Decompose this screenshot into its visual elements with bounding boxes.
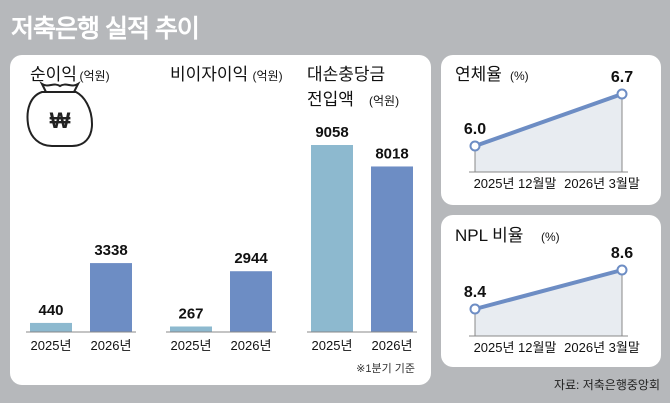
x-tick-label: 2026년 (91, 338, 132, 353)
bar-value-label: 440 (38, 302, 63, 319)
series-line (474, 92, 623, 148)
x-tick-label: 2025년 12월말 (474, 340, 557, 355)
source-note: 자료: 저축은행중앙회 (553, 378, 660, 392)
data-label: 8.4 (464, 284, 486, 301)
chart-title: NPL 비율 (455, 226, 523, 245)
x-tick-label: 2025년 (312, 338, 353, 353)
chart-unit: (%) (510, 69, 529, 83)
x-tick-label: 2026년 3월말 (564, 176, 640, 191)
bar-2026 (230, 271, 272, 332)
x-tick-label: 2026년 (231, 338, 272, 353)
data-point (616, 264, 628, 276)
bar-value-label: 3338 (94, 242, 127, 259)
money-bag-icon: ₩ (26, 81, 94, 147)
line-area (475, 94, 622, 172)
page-title: 저축은행 실적 추이 (11, 15, 200, 43)
chart-title: 비이자이익 (170, 65, 248, 84)
chart-title: 대손충당금 (307, 65, 385, 84)
bar-value-label: 8018 (375, 145, 408, 162)
bar-2025 (170, 326, 212, 332)
x-tick-label: 2026년 3월말 (564, 340, 640, 355)
bar-value-label: 2944 (234, 250, 268, 267)
footnote: ※1분기 기준 (356, 362, 415, 375)
data-label: 6.0 (464, 121, 486, 138)
chart-unit: (억원) (253, 69, 283, 83)
chart-unit: (억원) (80, 69, 110, 83)
chart-title: 순이익 (30, 65, 77, 84)
chart-title-line2: 전입액 (307, 90, 354, 109)
bar-2026 (90, 263, 132, 332)
bar-2025 (30, 322, 72, 332)
line-area (475, 270, 622, 336)
bar-value-label: 267 (178, 305, 203, 322)
chart-unit: (%) (541, 230, 560, 244)
x-tick-label: 2026년 (372, 338, 413, 353)
series-line (474, 268, 623, 311)
bar-2026 (371, 166, 413, 332)
chart-title: 연체율 (455, 65, 502, 84)
bar-value-label: 9058 (315, 124, 348, 141)
chart-unit: (억원) (369, 94, 399, 108)
data-label: 8.6 (611, 245, 633, 262)
x-tick-label: 2025년 (31, 338, 72, 353)
data-point (469, 303, 481, 315)
svg-text:₩: ₩ (50, 108, 71, 133)
data-label: 6.7 (611, 69, 633, 86)
x-tick-label: 2025년 (171, 338, 212, 353)
data-point (616, 88, 628, 100)
data-point (469, 140, 481, 152)
bar-2025 (311, 145, 353, 332)
x-tick-label: 2025년 12월말 (474, 176, 557, 191)
